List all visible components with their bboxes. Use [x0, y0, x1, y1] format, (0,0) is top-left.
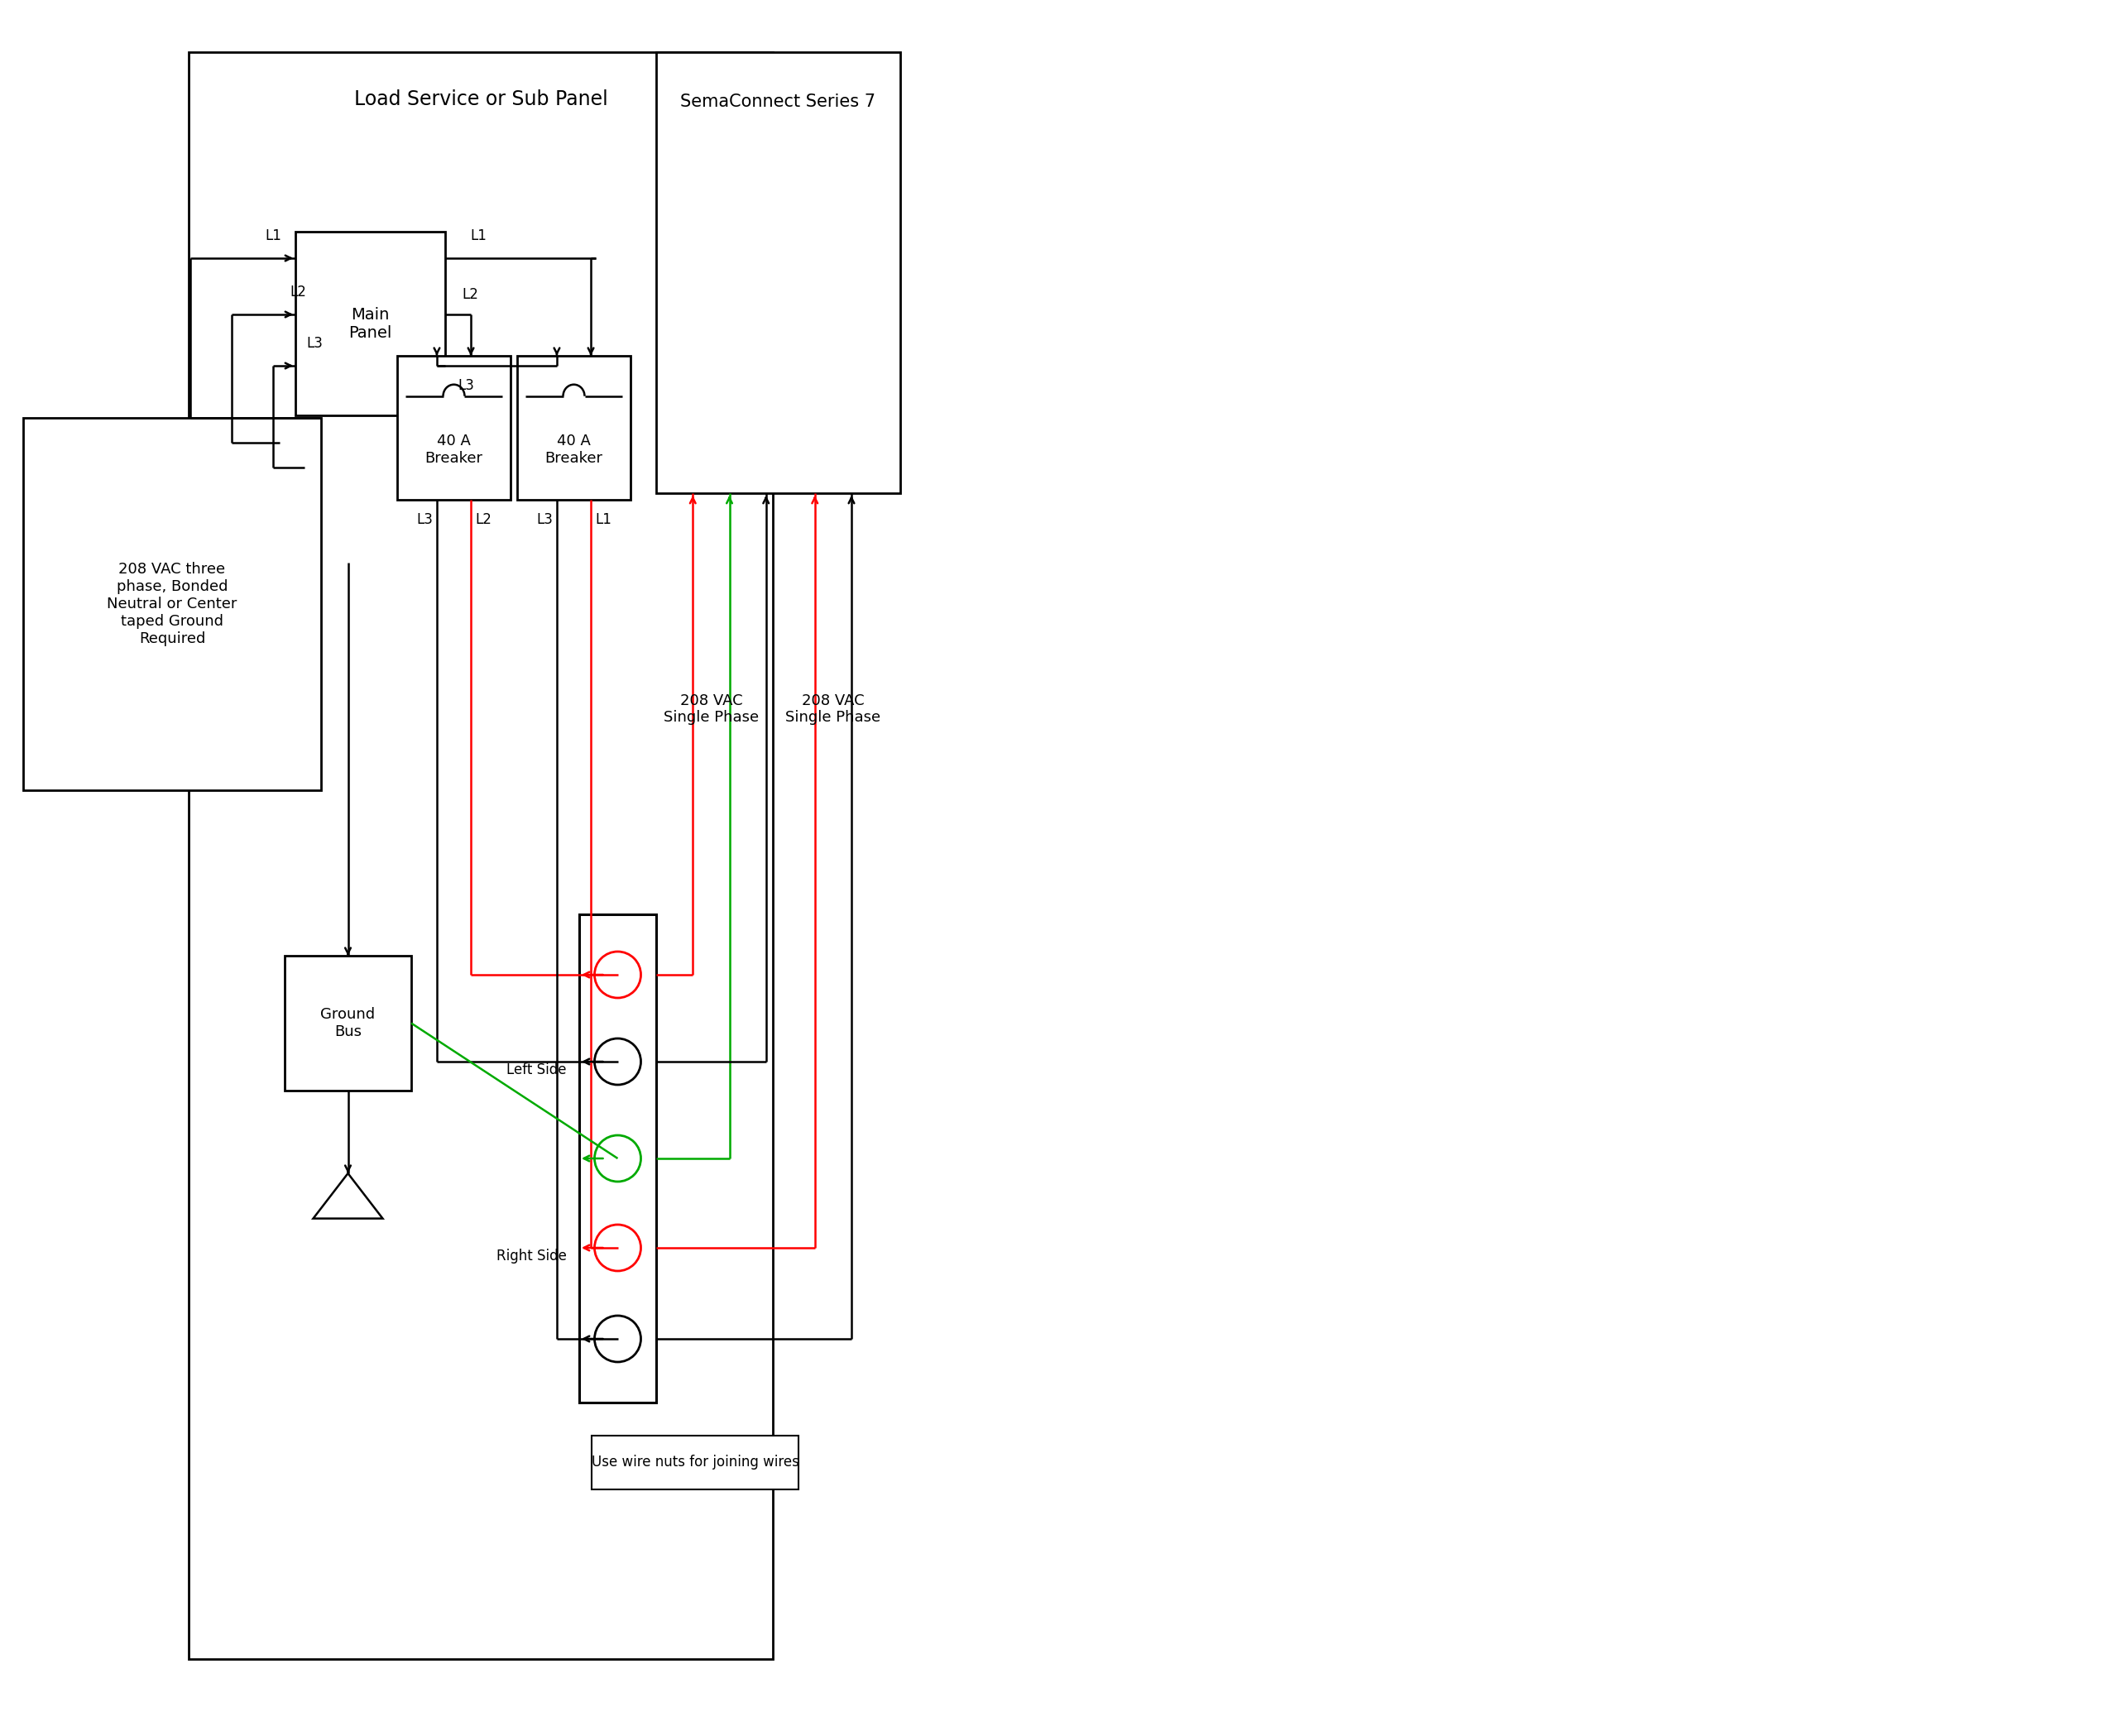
- Bar: [397, 356, 511, 500]
- Text: SemaConnect Series 7: SemaConnect Series 7: [682, 94, 876, 109]
- Text: L3: L3: [416, 512, 433, 528]
- Text: 208 VAC
Single Phase: 208 VAC Single Phase: [785, 693, 880, 726]
- Text: Left Side: Left Side: [506, 1062, 568, 1078]
- Text: 40 A
Breaker: 40 A Breaker: [544, 434, 603, 465]
- Bar: [517, 356, 631, 500]
- Text: L1: L1: [595, 512, 612, 528]
- Bar: [23, 418, 321, 790]
- Bar: [295, 231, 445, 415]
- Text: L1: L1: [266, 229, 281, 243]
- Text: Ground
Bus: Ground Bus: [321, 1007, 376, 1040]
- Text: L2: L2: [462, 286, 479, 302]
- Text: L3: L3: [458, 378, 475, 392]
- Bar: [188, 52, 772, 1660]
- Bar: [580, 915, 656, 1403]
- Text: 208 VAC
Single Phase: 208 VAC Single Phase: [663, 693, 760, 726]
- Text: 40 A
Breaker: 40 A Breaker: [424, 434, 483, 465]
- Text: L2: L2: [475, 512, 492, 528]
- Text: Right Side: Right Side: [496, 1248, 568, 1264]
- Text: L3: L3: [536, 512, 553, 528]
- Bar: [656, 52, 901, 493]
- Bar: [591, 1436, 798, 1489]
- Text: L1: L1: [471, 229, 487, 243]
- Text: 208 VAC three
phase, Bonded
Neutral or Center
taped Ground
Required: 208 VAC three phase, Bonded Neutral or C…: [108, 562, 236, 646]
- Text: Load Service or Sub Panel: Load Service or Sub Panel: [354, 89, 608, 109]
- Text: L3: L3: [306, 337, 323, 351]
- Text: Main
Panel: Main Panel: [348, 307, 392, 340]
- Text: L2: L2: [289, 285, 306, 300]
- Bar: [285, 957, 411, 1090]
- Text: Use wire nuts for joining wires: Use wire nuts for joining wires: [591, 1455, 800, 1470]
